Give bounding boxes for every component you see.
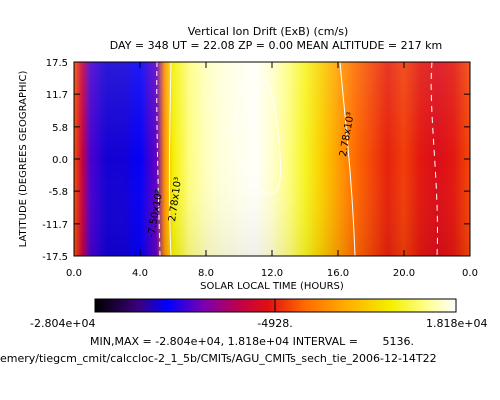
y-tick-label: -11.7	[42, 220, 68, 231]
file-path-text: emery/tiegcm_cmit/calccloc-2_1_5b/CMITs/…	[0, 352, 437, 365]
y-tick-label: 0.0	[52, 155, 68, 166]
y-axis-label: LATITUDE (DEGREES GEOGRAPHIC)	[18, 71, 29, 248]
x-tick-label: 0.0	[462, 268, 478, 279]
y-tick-label: 5.8	[52, 123, 68, 134]
x-tick-label: 0.0	[66, 268, 82, 279]
y-tick-label: 17.5	[46, 58, 68, 69]
colorbar-min-label: -2.804e+04	[30, 317, 95, 330]
x-tick-label: 8.0	[198, 268, 214, 279]
colorbar-mid-label: -4928.	[257, 317, 292, 330]
x-tick-label: 4.0	[132, 268, 148, 279]
contour-line-negative-right	[430, 61, 438, 257]
y-tick-label: 11.7	[46, 90, 68, 101]
colorbar: -2.804e+04 -4928. 1.818e+04	[30, 298, 487, 330]
y-tick-label: -5.8	[48, 187, 68, 198]
colorbar-max-label: 1.818e+04	[426, 317, 487, 330]
stats-text: MIN,MAX = -2.804e+04, 1.818e+04 INTERVAL…	[90, 335, 414, 348]
x-axis-label: SOLAR LOCAL TIME (HOURS)	[200, 281, 344, 292]
contour-line-negative-left	[156, 61, 161, 257]
x-axis-ticks: 0.0 4.0 8.0 12.0 16.0 20.0 0.0	[66, 62, 478, 279]
contour-line-positive-right	[339, 61, 356, 257]
x-tick-label: 20.0	[393, 268, 415, 279]
plot-area: -7.50x10² 2.78x10³ 2.78x10³	[73, 61, 471, 257]
x-tick-label: 16.0	[327, 268, 349, 279]
y-tick-label: -17.5	[42, 252, 68, 263]
chart-title: Vertical Ion Drift (ExB) (cm/s)	[188, 25, 349, 38]
contour-loop-max	[233, 76, 281, 195]
x-tick-label: 12.0	[261, 268, 283, 279]
contour-line-positive-left	[168, 61, 172, 257]
chart-subtitle: DAY = 348 UT = 22.08 ZP = 0.00 MEAN ALTI…	[110, 39, 442, 52]
y-axis-ticks: 17.5 11.7 5.8 0.0 -5.8 -11.7 -17.5	[42, 58, 470, 263]
heatmap-shading	[74, 62, 470, 256]
